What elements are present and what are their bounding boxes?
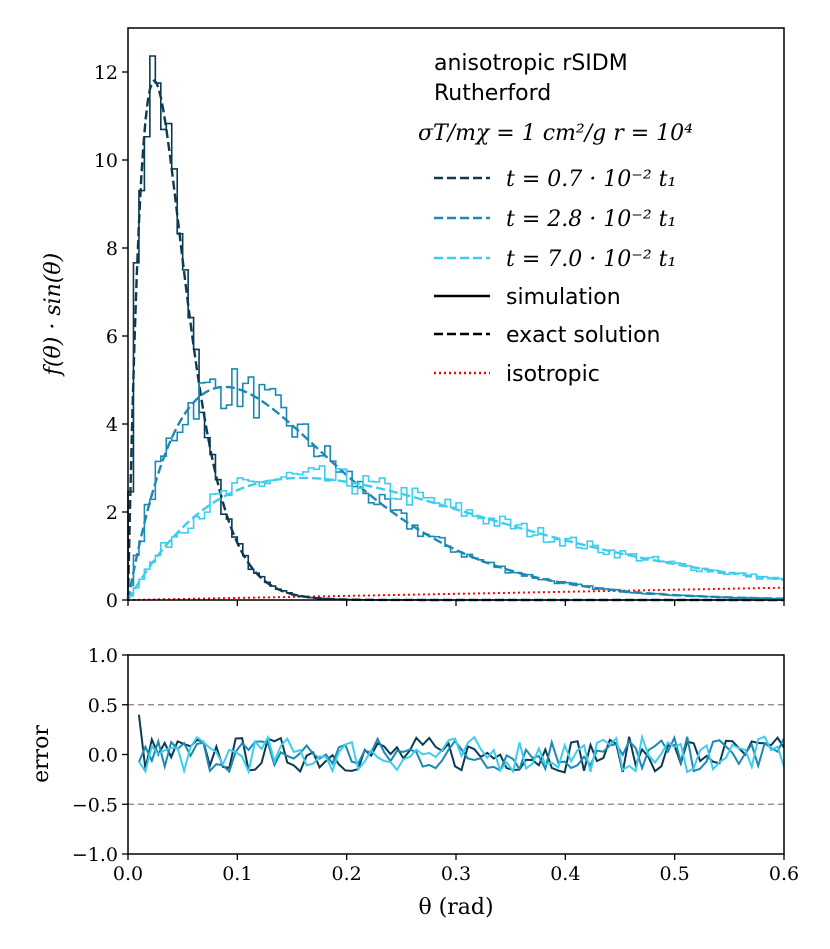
bottom-axis-ticks: −1.0 −0.5 0.0 0.5 1.0 0.0 0.1 0.2 0.3 0.4 0.5 0.6 [72, 645, 799, 885]
bottom-y-tick-label: −1.0 [72, 844, 118, 866]
bottom-plot-frame [127, 654, 785, 855]
bottom-plot-area [128, 655, 784, 854]
x-tick-label: 0.2 [332, 863, 362, 885]
legend-parameter-line: σT/mχ = 1 cm²/g r = 10⁴ [418, 121, 693, 146]
x-tick-label: 0.1 [222, 863, 252, 885]
x-tick-label: 0.0 [113, 863, 143, 885]
top-axis-ticks: 0 2 4 6 8 10 12 [94, 62, 785, 612]
legend-title-line-1: anisotropic rSIDM [434, 51, 628, 76]
error-trace-series-3 [138, 733, 785, 775]
top-plot-frame [127, 27, 785, 601]
top-y-tick-label: 2 [106, 502, 118, 524]
top-y-tick-label: 10 [94, 150, 118, 172]
x-axis-label: θ (rad) [418, 895, 493, 920]
bottom-y-axis-label: error [29, 725, 54, 783]
error-panel: −1.0 −0.5 0.0 0.5 1.0 0.0 0.1 0.2 0.3 0.4 0.5 0.6 e… [29, 645, 799, 920]
exact-solution-series-2 [126, 385, 785, 601]
top-y-tick-label: 6 [106, 326, 118, 348]
isotropic-line [127, 586, 785, 601]
bottom-y-tick-label: 0.0 [88, 745, 118, 767]
bottom-series-layer [128, 704, 785, 805]
legend-label-series-1: t = 0.7 · 10⁻² t₁ [506, 167, 676, 192]
x-tick-label: 0.5 [660, 863, 690, 885]
legend-label-exact-solution: exact solution [506, 323, 660, 348]
legend-label-series-3: t = 7.0 · 10⁻² t₁ [506, 247, 676, 272]
x-tick-label: 0.6 [769, 863, 799, 885]
legend-label-series-2: t = 2.8 · 10⁻² t₁ [506, 207, 676, 232]
x-tick-label: 0.3 [441, 863, 471, 885]
simulation-histogram-series-3 [127, 465, 784, 600]
legend-title-line-2: Rutherford [434, 81, 551, 106]
top-y-tick-label: 0 [106, 590, 118, 612]
bottom-y-tick-label: −0.5 [72, 794, 118, 816]
top-y-tick-label: 12 [94, 62, 118, 84]
top-y-axis-label: f(θ) · sin(θ) [41, 253, 66, 377]
top-y-tick-label: 8 [106, 238, 118, 260]
distribution-panel: 0 2 4 6 8 10 12 f(θ) · sin(θ) anisotropic rSID… [41, 27, 785, 612]
x-tick-label: 0.4 [550, 863, 580, 885]
legend-label-isotropic: isotropic [506, 362, 600, 387]
bottom-y-tick-label: 1.0 [88, 645, 118, 667]
legend-label-simulation: simulation [506, 285, 621, 310]
exact-solution-series-3 [126, 476, 785, 601]
top-y-tick-label: 4 [106, 414, 118, 436]
legend: anisotropic rSIDM Rutherford σT/mχ = 1 c… [418, 51, 693, 387]
error-trace-series-1 [137, 714, 785, 774]
bottom-y-tick-label: 0.5 [88, 695, 118, 717]
